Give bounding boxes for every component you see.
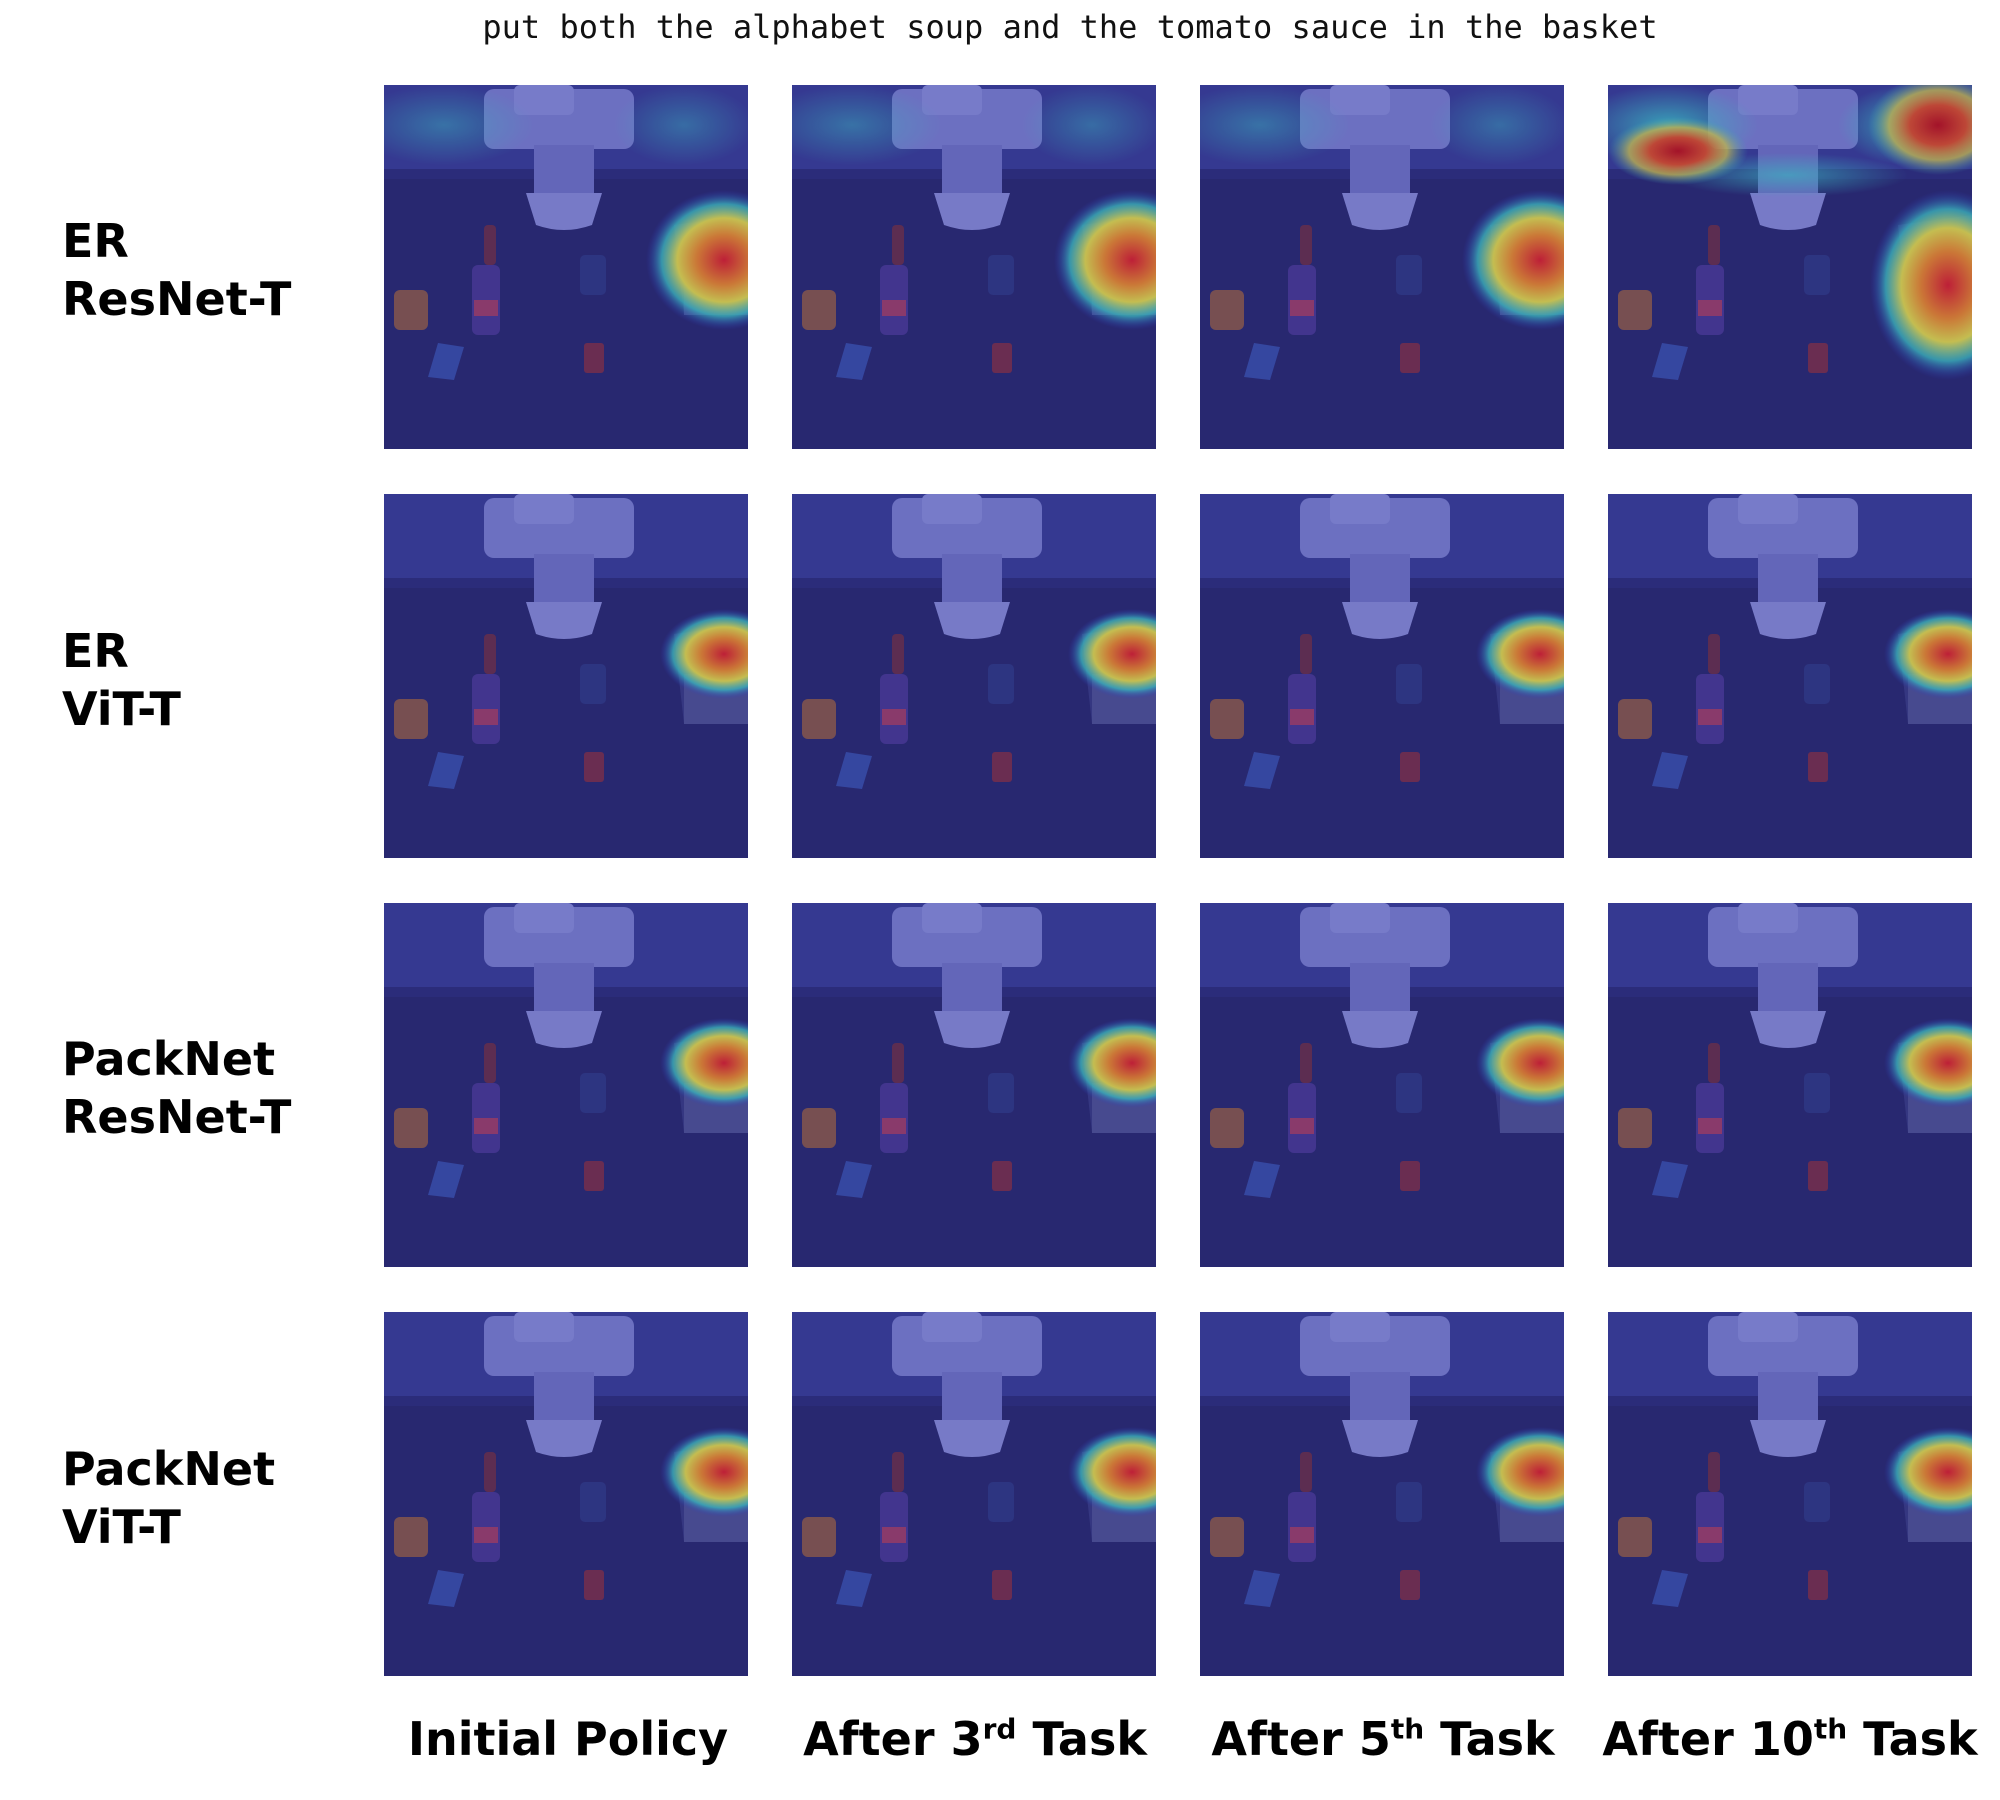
attention-map-er-resnet-after-5th-task	[1200, 85, 1564, 449]
attention-map-packnet-resnet-initial-policy	[384, 903, 748, 1267]
column-label-after-3rd-task: After 3rd Task	[803, 1712, 1147, 1766]
attention-map-packnet-vit-initial-policy	[384, 1312, 748, 1676]
attention-map-packnet-resnet-after-3rd-task	[792, 903, 1156, 1267]
row-label-er-vit: ER ViT-T	[62, 624, 181, 736]
figure-caption: put both the alphabet soup and the tomat…	[482, 8, 1658, 46]
attention-map-packnet-vit-after-3rd-task	[792, 1312, 1156, 1676]
row-label-packnet-resnet: PackNet ResNet-T	[62, 1032, 292, 1144]
attention-map-er-resnet-after-10th-task	[1608, 85, 1972, 449]
attention-map-er-resnet-after-3rd-task	[792, 85, 1156, 449]
attention-map-packnet-vit-after-5th-task	[1200, 1312, 1564, 1676]
attention-map-er-vit-initial-policy	[384, 494, 748, 858]
attention-map-er-resnet-initial-policy	[384, 85, 748, 449]
column-label-initial-policy: Initial Policy	[407, 1712, 729, 1766]
attention-map-er-vit-after-5th-task	[1200, 494, 1564, 858]
column-label-after-10th-task: After 10th Task	[1602, 1712, 1978, 1766]
attention-map-er-vit-after-3rd-task	[792, 494, 1156, 858]
row-label-packnet-vit: PackNet ViT-T	[62, 1442, 276, 1554]
column-label-after-5th-task: After 5th Task	[1211, 1712, 1555, 1766]
attention-map-packnet-vit-after-10th-task	[1608, 1312, 1972, 1676]
row-label-er-resnet: ER ResNet-T	[62, 214, 292, 326]
attention-map-packnet-resnet-after-5th-task	[1200, 903, 1564, 1267]
attention-map-packnet-resnet-after-10th-task	[1608, 903, 1972, 1267]
attention-map-er-vit-after-10th-task	[1608, 494, 1972, 858]
